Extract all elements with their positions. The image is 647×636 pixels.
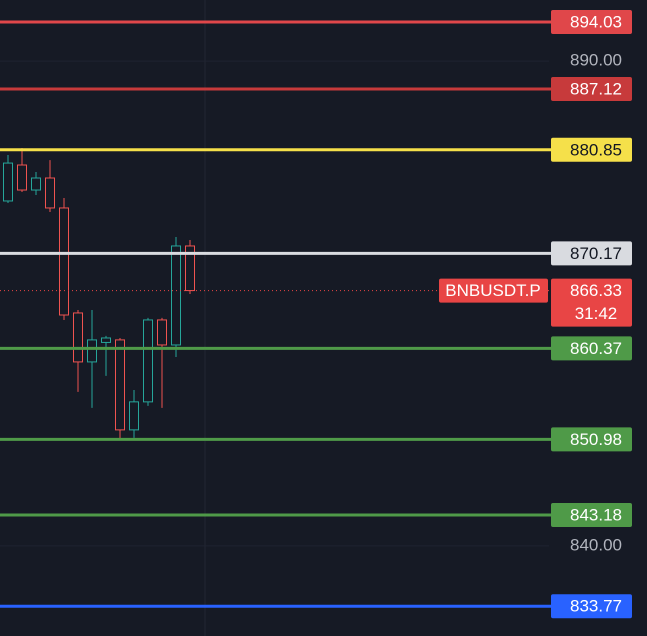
candle-body bbox=[143, 319, 153, 403]
price-level-label: 860.37 bbox=[570, 339, 622, 358]
price-level-label-box bbox=[551, 77, 632, 102]
candle-body bbox=[115, 339, 125, 431]
price-level-label-box bbox=[551, 137, 632, 162]
candle-body bbox=[3, 162, 13, 202]
candle-body bbox=[185, 245, 195, 292]
y-tick-label: 840.00 bbox=[570, 535, 622, 554]
candle-body bbox=[129, 401, 139, 431]
price-level-label: 870.17 bbox=[570, 244, 622, 263]
price-level-label: 850.98 bbox=[570, 430, 622, 449]
price-level-label: 894.03 bbox=[570, 12, 622, 31]
candle-body bbox=[157, 319, 167, 346]
price-level-label-box bbox=[551, 10, 632, 35]
price-level-label-box bbox=[551, 241, 632, 266]
countdown-label: 31:42 bbox=[575, 304, 618, 323]
price-level-label: 880.85 bbox=[570, 140, 622, 159]
last-price-label: 866.33 bbox=[570, 281, 622, 300]
price-level-label-box bbox=[551, 427, 632, 452]
candle-body bbox=[87, 339, 97, 363]
price-level-label: 843.18 bbox=[570, 505, 622, 524]
y-tick-label: 890.00 bbox=[570, 51, 622, 70]
candle-body bbox=[17, 164, 27, 191]
candle-body bbox=[45, 177, 55, 209]
last-price-label-box bbox=[551, 278, 632, 327]
price-level-label-box bbox=[551, 594, 632, 619]
symbol-label-box bbox=[439, 278, 548, 303]
symbol-label: BNBUSDT.P bbox=[445, 281, 540, 300]
price-level-label: 833.77 bbox=[570, 597, 622, 616]
candle-body bbox=[101, 337, 111, 343]
candle-body bbox=[31, 177, 41, 191]
candle-body bbox=[59, 207, 69, 316]
candle-body bbox=[171, 245, 181, 346]
price-level-label: 887.12 bbox=[570, 79, 622, 98]
candle-body bbox=[73, 312, 83, 363]
price-level-label-box bbox=[551, 336, 632, 361]
price-level-label-box bbox=[551, 503, 632, 528]
